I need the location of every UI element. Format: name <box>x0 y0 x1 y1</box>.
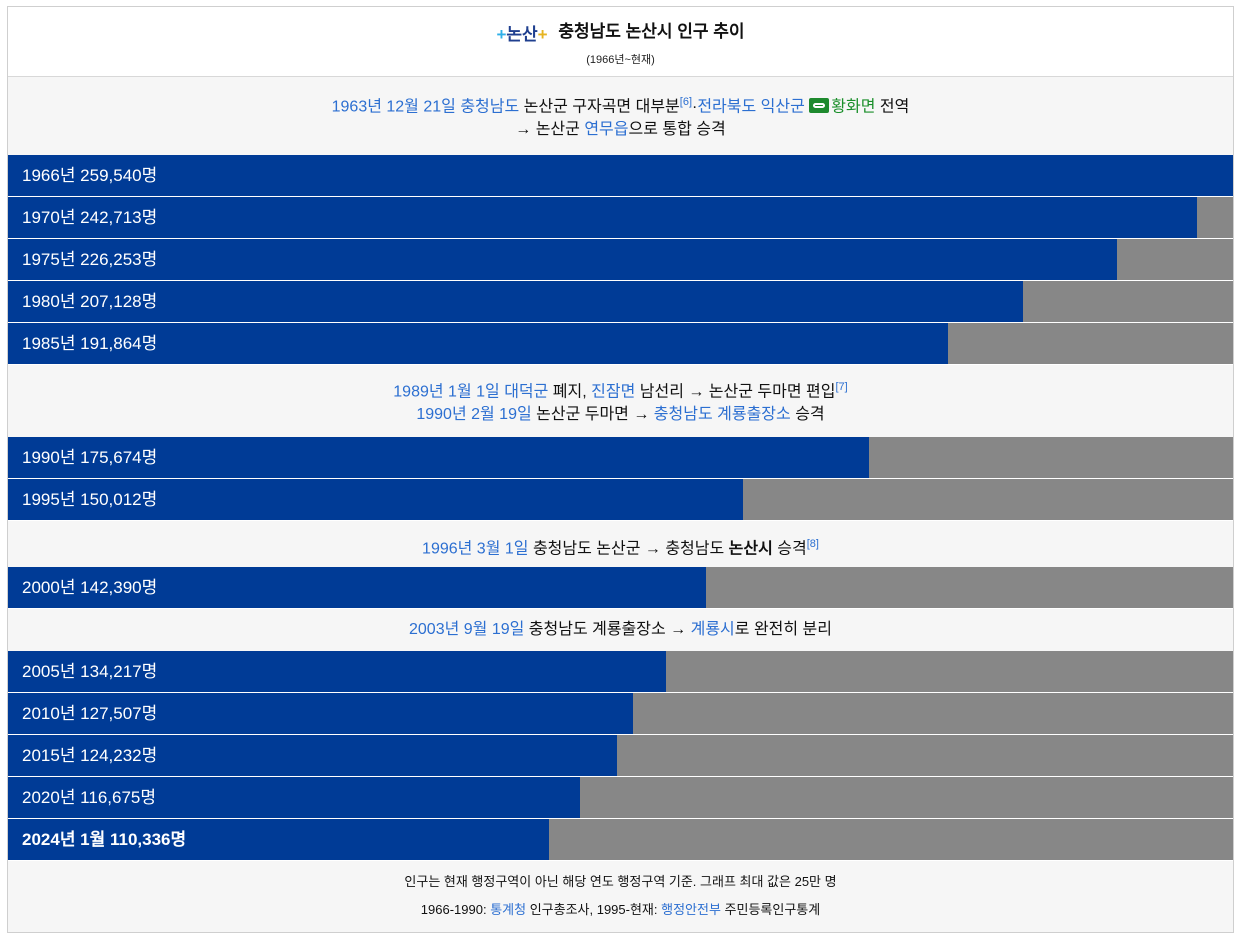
footer-source: 1966-1990: 통계청 인구총조사, 1995-현재: 행정안전부 주민등… <box>8 899 1233 918</box>
population-bar <box>8 693 633 734</box>
population-bar <box>8 197 1198 238</box>
population-bar-label: 1975년 226,253명 <box>22 250 158 269</box>
history-note-line: 1990년 2월 19일 논산군 두마면 → 충청남도 계룡출장소 승격 <box>8 401 1233 429</box>
population-bar <box>8 239 1117 280</box>
population-bar-label: 1990년 175,674명 <box>22 448 158 467</box>
history-note-line: 1963년 12월 21일 충청남도 논산군 구자곡면 대부분[6]·전라북도 … <box>8 88 1233 121</box>
population-bar-label: 1966년 259,540명 <box>22 166 158 185</box>
wiki-link[interactable]: 행정안전부 <box>661 902 721 917</box>
history-note-line: → 논산군 연무읍으로 통합 승격 <box>8 116 1233 144</box>
note-text: 폐지, <box>548 383 592 401</box>
note-text: 승격 <box>772 540 807 558</box>
population-bar-row: 1980년 207,128명 <box>8 281 1233 322</box>
population-bar-row: 1990년 175,674명 <box>8 437 1233 478</box>
wiki-link[interactable]: 황화면 <box>831 98 876 116</box>
wiki-link[interactable]: 1996년 3월 1일 <box>422 540 529 558</box>
wiki-link[interactable]: 충청남도 <box>653 406 713 423</box>
history-note: 1996년 3월 1일 충청남도 논산군 → 충청남도 논산시 승격[8] <box>8 521 1233 567</box>
wiki-link[interactable]: 연무읍 <box>584 121 629 138</box>
wiki-link[interactable]: 통계청 <box>490 902 527 917</box>
population-bar <box>8 735 617 776</box>
note-text: 으로 통합 승격 <box>628 121 726 138</box>
population-bar-label: 2020년 116,675명 <box>22 788 157 807</box>
wiki-link[interactable]: 1989년 1월 1일 <box>393 383 500 401</box>
population-bar-row: 2000년 142,390명 <box>8 567 1233 608</box>
note-text: → 논산군 <box>515 121 585 138</box>
chart-title-row: +논산+ 충청남도 논산시 인구 추이 <box>8 17 1233 45</box>
population-bar <box>8 651 666 692</box>
wiki-link[interactable]: 계룡시 <box>690 621 735 638</box>
population-bar <box>8 437 869 478</box>
wiki-link[interactable]: 1963년 12월 21일 <box>331 98 456 116</box>
wiki-link[interactable]: 대덕군 <box>504 383 549 401</box>
footnote-ref[interactable]: [6] <box>679 96 692 108</box>
population-bar-label: 2010년 127,507명 <box>22 704 158 723</box>
population-chart-box: +논산+ 충청남도 논산시 인구 추이 (1966년~현재) 1963년 12월… <box>7 6 1234 933</box>
population-bar <box>8 281 1023 322</box>
population-bar <box>8 777 580 818</box>
note-text: 논산군 구자곡면 대부분 <box>519 98 680 116</box>
history-note: 1989년 1월 1일 대덕군 폐지, 진잠면 남선리 → 논산군 두마면 편입… <box>8 365 1233 437</box>
population-bar-label: 2005년 134,217명 <box>22 662 158 681</box>
chart-subtitle: (1966년~현재) <box>586 54 655 66</box>
wiki-link[interactable]: 전라북도 <box>697 98 757 116</box>
footer-note: 인구는 현재 행정구역이 아닌 해당 연도 행정구역 기준. 그래프 최대 값은… <box>404 874 837 889</box>
wiki-link[interactable]: 충청남도 <box>460 98 520 116</box>
population-bar-row: 2020년 116,675명 <box>8 777 1233 818</box>
population-bar-label: 2000년 142,390명 <box>22 578 158 597</box>
wiki-link[interactable]: 익산군 <box>760 98 805 116</box>
footnote-ref[interactable]: [7] <box>835 381 848 393</box>
population-bar-label: 2024년 1월 110,336명 <box>22 830 187 849</box>
population-bar-label: 1980년 207,128명 <box>22 292 158 311</box>
population-bar-row: 1995년 150,012명 <box>8 479 1233 520</box>
population-bar <box>8 567 706 608</box>
population-bar <box>8 323 949 364</box>
note-text: 전역 <box>875 98 910 116</box>
note-text: 논산군 두마면 → <box>531 406 654 423</box>
wiki-link[interactable]: 계룡출장소 <box>717 406 791 423</box>
chart-header: +논산+ 충청남도 논산시 인구 추이 (1966년~현재) <box>8 7 1233 77</box>
population-bar-row: 1975년 226,253명 <box>8 239 1233 280</box>
population-bar-row: 1966년 259,540명 <box>8 155 1233 196</box>
note-text: 인구총조사, 1995-현재: <box>526 902 662 917</box>
wiki-link[interactable]: 2003년 9월 19일 <box>409 621 525 638</box>
history-note-line: 1996년 3월 1일 충청남도 논산군 → 충청남도 논산시 승격[8] <box>8 530 1233 563</box>
note-text: · <box>692 98 698 116</box>
population-bar-row: 2005년 134,217명 <box>8 651 1233 692</box>
history-note-line: 2003년 9월 19일 충청남도 계룡출장소 → 계룡시로 완전히 분리 <box>8 616 1233 644</box>
history-note: 2003년 9월 19일 충청남도 계룡출장소 → 계룡시로 완전히 분리 <box>8 609 1233 651</box>
note-text: 1966-1990: <box>420 902 491 917</box>
population-bar <box>8 479 744 520</box>
population-bar-label: 2015년 124,232명 <box>22 746 158 765</box>
nonsan-logo: +논산+ <box>496 25 548 45</box>
population-bar <box>8 819 549 860</box>
chart-title: 충청남도 논산시 인구 추이 <box>558 22 745 41</box>
note-text: 논산시 <box>728 540 773 558</box>
note-text: 충청남도 계룡출장소 → <box>524 621 691 638</box>
population-bar <box>8 155 1233 196</box>
link-icon <box>809 98 830 114</box>
population-bar-label: 1995년 150,012명 <box>22 490 158 509</box>
population-bar-row: 1985년 191,864명 <box>8 323 1233 364</box>
population-bar-row: 2024년 1월 110,336명 <box>8 819 1233 860</box>
wiki-link[interactable]: 1990년 2월 19일 <box>416 406 532 423</box>
population-bar-label: 1970년 242,713명 <box>22 208 158 227</box>
note-text: 남선리 → 논산군 두마면 편입 <box>635 383 836 401</box>
population-bar-row: 2010년 127,507명 <box>8 693 1233 734</box>
footnote-ref[interactable]: [8] <box>806 538 819 550</box>
note-text: 주민등록인구통계 <box>720 902 821 917</box>
note-text: 로 완전히 분리 <box>734 621 832 638</box>
population-bar-row: 1970년 242,713명 <box>8 197 1233 238</box>
wiki-link[interactable]: 진잠면 <box>591 383 636 401</box>
history-note-line: 1989년 1월 1일 대덕군 폐지, 진잠면 남선리 → 논산군 두마면 편입… <box>8 373 1233 406</box>
history-note: 1963년 12월 21일 충청남도 논산군 구자곡면 대부분[6]·전라북도 … <box>8 77 1233 155</box>
note-text: 승격 <box>790 406 825 423</box>
population-bar-row: 2015년 124,232명 <box>8 735 1233 776</box>
population-bar-label: 1985년 191,864명 <box>22 334 158 353</box>
chart-footer: 인구는 현재 행정구역이 아닌 해당 연도 행정구역 기준. 그래프 최대 값은… <box>8 861 1233 932</box>
note-text: 충청남도 논산군 → 충청남도 <box>528 540 729 558</box>
